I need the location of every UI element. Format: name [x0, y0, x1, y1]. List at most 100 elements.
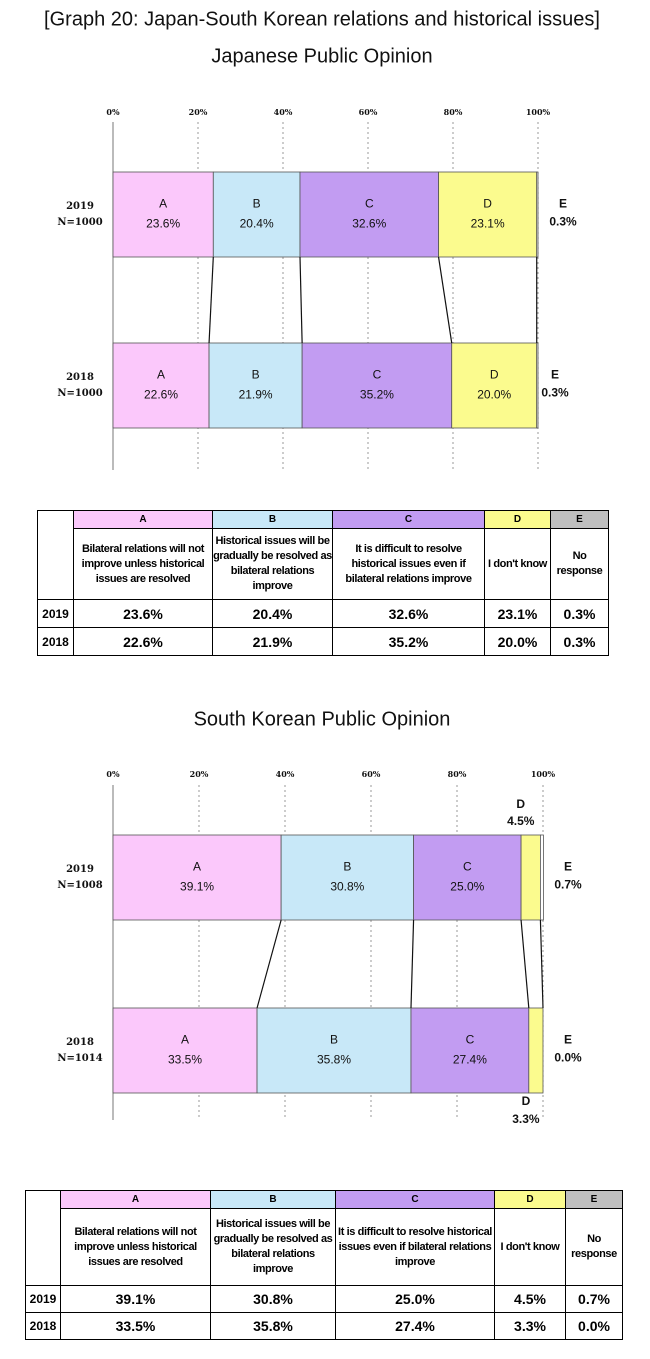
segment-name: D	[490, 368, 499, 382]
column-description: It is difficult to resolve historical is…	[335, 1208, 495, 1286]
bar-segment	[256, 1007, 412, 1094]
bar-segment	[301, 342, 453, 429]
value-label: 39.1%	[180, 880, 214, 894]
column-header: A	[60, 1190, 211, 1209]
value-label: 22.6%	[144, 388, 178, 402]
bar-segment	[536, 342, 539, 429]
cell: 27.4%	[335, 1312, 495, 1340]
bar-segment	[208, 342, 303, 429]
column-description: I don't know	[484, 528, 551, 600]
value-label: 3.3%	[512, 1112, 540, 1126]
column-header: B	[210, 1190, 336, 1209]
segment-name: D	[522, 1094, 531, 1108]
segment-name: B	[343, 860, 351, 874]
x-tick-label: 40%	[274, 107, 293, 117]
value-label: 23.6%	[146, 217, 180, 231]
bar-segment	[112, 834, 282, 921]
cell: 20.0%	[484, 627, 551, 656]
column-header: D	[484, 510, 551, 529]
column-header: E	[565, 1190, 623, 1209]
bar-segment	[451, 342, 538, 429]
row-year: 2018	[25, 1312, 61, 1340]
bar-segment	[520, 834, 541, 921]
segment-name: B	[330, 1033, 338, 1047]
value-label: 35.8%	[317, 1053, 351, 1067]
category-label: 2018	[66, 372, 94, 383]
cell: 4.5%	[494, 1285, 566, 1313]
row-year: 2019	[37, 599, 74, 628]
data-table: A B C D E Bilateral relations will not improv…	[25, 1190, 623, 1340]
value-label: 4.5%	[507, 814, 535, 828]
bar-segment	[112, 342, 210, 429]
cell: 22.6%	[73, 627, 213, 656]
value-label: 25.0%	[450, 880, 484, 894]
column-description: No response	[565, 1208, 623, 1286]
bar-segment	[536, 171, 539, 258]
column-description: I don't know	[494, 1208, 566, 1286]
cell: 23.6%	[73, 599, 213, 628]
cell: 32.6%	[332, 599, 485, 628]
segment-name: C	[373, 368, 382, 382]
x-tick-label: 40%	[276, 769, 295, 779]
segment-name: D	[516, 797, 525, 811]
segment-name: B	[253, 197, 261, 211]
value-label: 0.3%	[541, 386, 569, 400]
value-label: 27.4%	[453, 1053, 487, 1067]
connector	[256, 919, 282, 1009]
value-label: 33.5%	[168, 1053, 202, 1067]
corner-cell	[37, 510, 74, 600]
description-row: Bilateral relations will not improve unl…	[26, 1208, 623, 1286]
cell: 21.9%	[212, 627, 333, 656]
x-tick-label: 100%	[531, 769, 556, 779]
x-tick-label: 20%	[189, 107, 208, 117]
segment-name: E	[551, 368, 559, 382]
column-header: A	[73, 510, 213, 529]
x-tick-label: 0%	[106, 769, 120, 779]
column-description: It is difficult to resolve historical is…	[332, 528, 485, 600]
value-label: 20.0%	[477, 388, 511, 402]
cell: 23.1%	[484, 599, 551, 628]
bar-segment	[540, 834, 544, 921]
segment-name: A	[193, 860, 201, 874]
category-label: 2018	[66, 1037, 94, 1048]
data-row: 2019 23.6% 20.4% 32.6% 23.1% 0.3%	[37, 599, 609, 628]
bar-segment	[528, 1007, 544, 1094]
segment-name: A	[181, 1033, 189, 1047]
segment-name: C	[365, 197, 374, 211]
segment-name: E	[564, 1033, 572, 1047]
column-description: No response	[550, 528, 609, 600]
page-title: [Graph 20: Japan-South Korean relations …	[44, 8, 600, 30]
segment-name: D	[483, 197, 492, 211]
category-label: 2019	[66, 201, 94, 212]
value-label: 0.3%	[549, 215, 577, 229]
value-label: 35.2%	[360, 388, 394, 402]
segment-name: E	[559, 197, 567, 211]
segment-name: C	[463, 860, 472, 874]
bar-segment	[280, 834, 414, 921]
segment-name: A	[157, 368, 165, 382]
x-tick-label: 0%	[106, 107, 120, 117]
corner-cell	[25, 1190, 61, 1286]
cell: 30.8%	[210, 1285, 336, 1313]
column-description: Bilateral relations will not improve unl…	[73, 528, 213, 600]
value-label: 0.7%	[554, 878, 582, 892]
column-header: C	[335, 1190, 495, 1209]
sample-size: N=1014	[57, 1053, 102, 1064]
value-label: 30.8%	[330, 880, 364, 894]
description-row: Bilateral relations will not improve unl…	[38, 528, 609, 600]
column-description: Historical issues will be gradually be r…	[212, 528, 333, 600]
cell: 35.8%	[210, 1312, 336, 1340]
x-tick-label: 80%	[444, 107, 463, 117]
data-table: A B C D E Bilateral relations will not improv…	[37, 510, 609, 656]
data-row: 2018 22.6% 21.9% 35.2% 20.0% 0.3%	[37, 627, 609, 656]
cell: 0.3%	[550, 599, 609, 628]
row-year: 2019	[25, 1285, 61, 1313]
x-tick-label: 80%	[448, 769, 467, 779]
bar-segment	[112, 171, 214, 258]
connector	[539, 919, 544, 1009]
column-header: C	[332, 510, 485, 529]
segment-name: A	[159, 197, 167, 211]
sample-size: N=1008	[57, 880, 102, 891]
